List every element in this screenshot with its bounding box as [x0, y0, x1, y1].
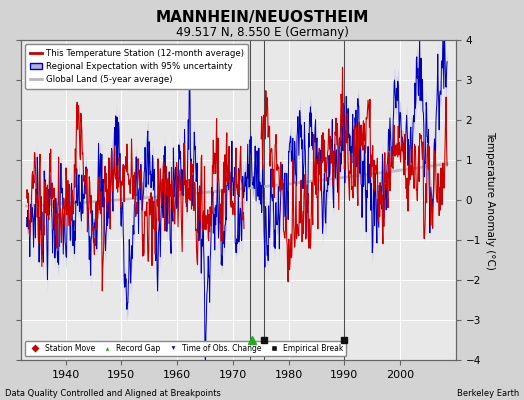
Text: Data Quality Controlled and Aligned at Breakpoints: Data Quality Controlled and Aligned at B… — [5, 389, 221, 398]
Legend: Station Move, Record Gap, Time of Obs. Change, Empirical Break: Station Move, Record Gap, Time of Obs. C… — [25, 341, 346, 356]
Text: Berkeley Earth: Berkeley Earth — [456, 389, 519, 398]
Y-axis label: Temperature Anomaly (°C): Temperature Anomaly (°C) — [485, 130, 495, 270]
Text: 49.517 N, 8.550 E (Germany): 49.517 N, 8.550 E (Germany) — [176, 26, 348, 39]
Text: MANNHEIN/NEUOSTHEIM: MANNHEIN/NEUOSTHEIM — [155, 10, 369, 25]
